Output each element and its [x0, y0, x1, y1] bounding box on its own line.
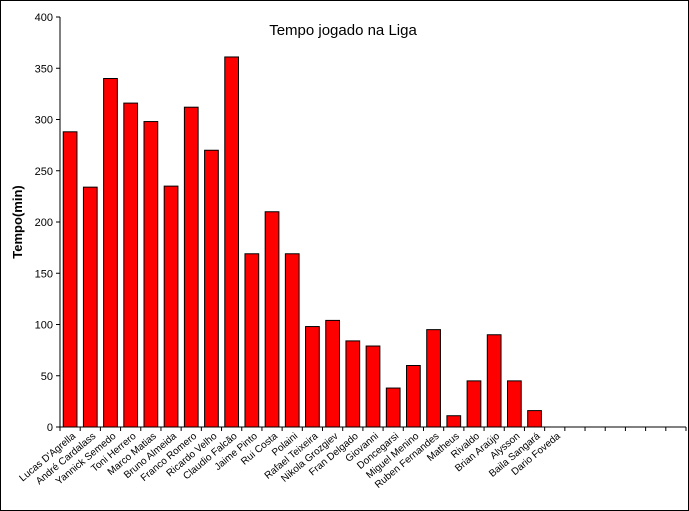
bar: [62, 131, 78, 428]
y-tick-label: 200: [35, 217, 53, 229]
bar: [527, 410, 542, 428]
bar: [305, 326, 320, 428]
bar: [204, 149, 219, 428]
bar: [325, 319, 340, 428]
bar: [284, 253, 300, 428]
bar: [163, 185, 179, 428]
bar: [264, 211, 280, 428]
bar: [244, 253, 260, 428]
bar: [345, 340, 361, 428]
bar: [143, 121, 159, 428]
bar: [224, 56, 240, 428]
y-tick-label: 50: [41, 371, 53, 383]
bar: [506, 380, 522, 428]
chart-title: Tempo jogado na Liga: [269, 22, 417, 39]
bar: [406, 365, 421, 428]
bar: [426, 329, 441, 428]
bar: [466, 380, 482, 428]
y-axis-label: Tempo(min): [10, 185, 25, 258]
y-tick-label: 350: [35, 63, 53, 75]
bar: [123, 102, 139, 428]
y-tick-label: 300: [35, 115, 53, 127]
bar: [486, 334, 502, 428]
y-tick-label: 100: [35, 320, 53, 332]
y-tick-label: 400: [35, 12, 53, 24]
bar: [365, 345, 381, 428]
bar: [446, 415, 462, 428]
y-tick-label: 250: [35, 166, 53, 178]
y-tick-label: 150: [35, 268, 53, 280]
bar: [183, 106, 199, 428]
bar: [82, 186, 98, 428]
y-tick-label: 0: [47, 422, 53, 434]
bar: [385, 387, 401, 428]
bar: [103, 78, 118, 428]
